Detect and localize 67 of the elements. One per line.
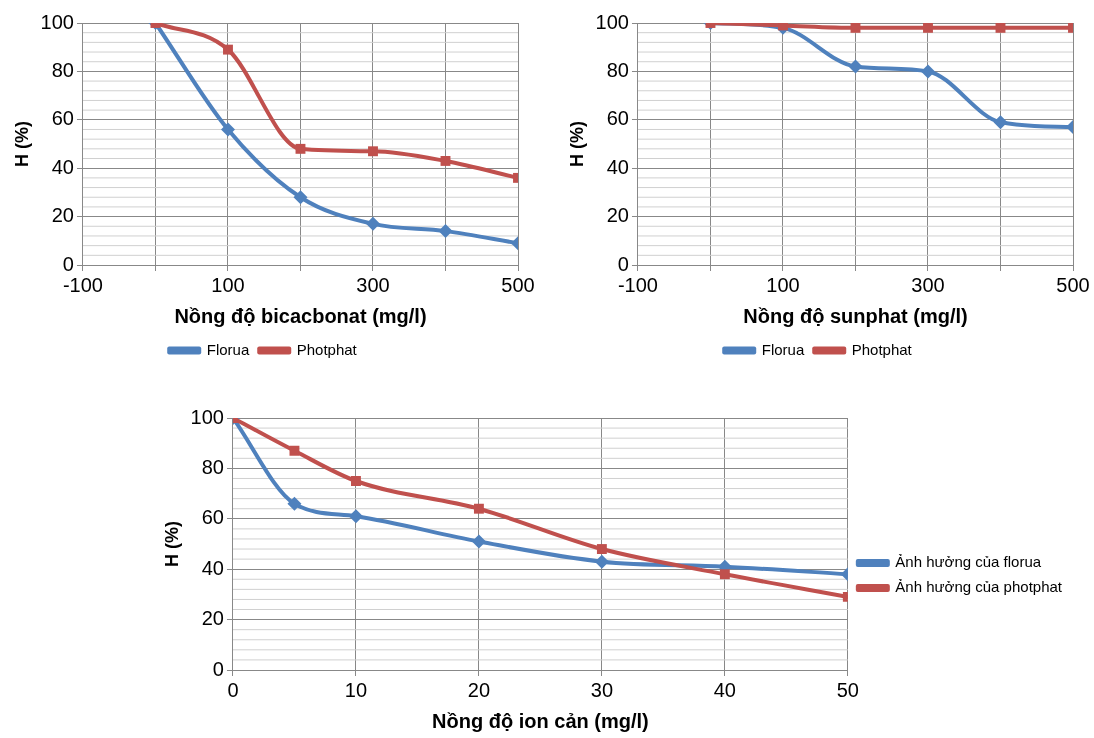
x-axis-title: Nồng độ ion cản (mg/l) <box>432 709 649 732</box>
point <box>350 476 361 486</box>
x-tick-label: -100 <box>617 273 658 296</box>
y-axis-title: H (%) <box>161 521 182 567</box>
legend-label: Florua <box>761 340 805 358</box>
legend-label: Photphat <box>296 340 358 358</box>
y-tick-label: 20 <box>51 204 74 227</box>
x-tick-label: 10 <box>344 678 368 701</box>
y-tick-label: 100 <box>40 10 74 33</box>
x-tick-label: 20 <box>467 678 491 701</box>
point <box>223 44 233 55</box>
point <box>848 59 863 74</box>
y-tick-label: 40 <box>51 155 74 178</box>
y-tick-label: 60 <box>51 107 74 130</box>
point <box>594 554 609 569</box>
point <box>993 115 1008 130</box>
y-tick-label: 0 <box>62 252 74 275</box>
y-tick-label: 20 <box>606 204 629 227</box>
y-tick-label: 0 <box>212 657 224 680</box>
point <box>471 534 486 549</box>
point <box>920 64 935 79</box>
y-tick-label: 80 <box>51 58 74 81</box>
x-tick-label: 100 <box>766 273 800 296</box>
legend-label: Florua <box>206 340 250 358</box>
y-tick-label: 80 <box>201 455 224 478</box>
y-axis-title: H (%) <box>566 121 587 167</box>
point <box>778 23 788 31</box>
point <box>348 509 363 524</box>
x-tick-label: 300 <box>356 273 390 296</box>
y-axis-title: H (%) <box>11 121 32 167</box>
x-tick-label: 500 <box>501 273 535 296</box>
point <box>923 23 933 33</box>
y-tick-label: 60 <box>606 107 629 130</box>
x-tick-label: 0 <box>227 678 239 701</box>
x-tick-label: 30 <box>590 678 614 701</box>
point <box>365 216 380 231</box>
x-tick-label: 500 <box>1056 273 1090 296</box>
x-tick-label: 40 <box>713 678 736 701</box>
y-tick-label: 20 <box>201 607 224 630</box>
legend-label: Ảnh hưởng của florua <box>895 553 1042 571</box>
point <box>287 496 302 511</box>
point <box>220 122 235 137</box>
y-tick-label: 100 <box>595 10 629 33</box>
point <box>473 503 484 514</box>
point <box>850 23 861 33</box>
y-tick-label: 40 <box>201 556 224 579</box>
point <box>596 544 607 554</box>
y-tick-label: 60 <box>201 506 224 529</box>
x-tick-label: 300 <box>911 273 945 296</box>
point <box>440 155 451 166</box>
point <box>995 23 1006 33</box>
y-tick-label: 80 <box>606 58 629 81</box>
point <box>438 224 453 239</box>
point <box>293 190 308 205</box>
point <box>368 146 378 157</box>
y-tick-label: 100 <box>190 405 224 428</box>
point <box>719 569 730 580</box>
x-tick-label: 50 <box>836 678 859 701</box>
point <box>295 143 306 154</box>
legend-label: Photphat <box>851 340 913 358</box>
point <box>289 445 300 456</box>
x-axis-title: Nồng độ sunphat (mg/l) <box>743 304 968 327</box>
legend-label: Ảnh hưởng của photphat <box>895 578 1063 596</box>
y-tick-label: 40 <box>606 155 629 178</box>
x-tick-label: -100 <box>62 273 103 296</box>
y-tick-label: 0 <box>617 252 629 275</box>
x-axis-title: Nồng độ bicacbonat (mg/l) <box>174 304 427 327</box>
